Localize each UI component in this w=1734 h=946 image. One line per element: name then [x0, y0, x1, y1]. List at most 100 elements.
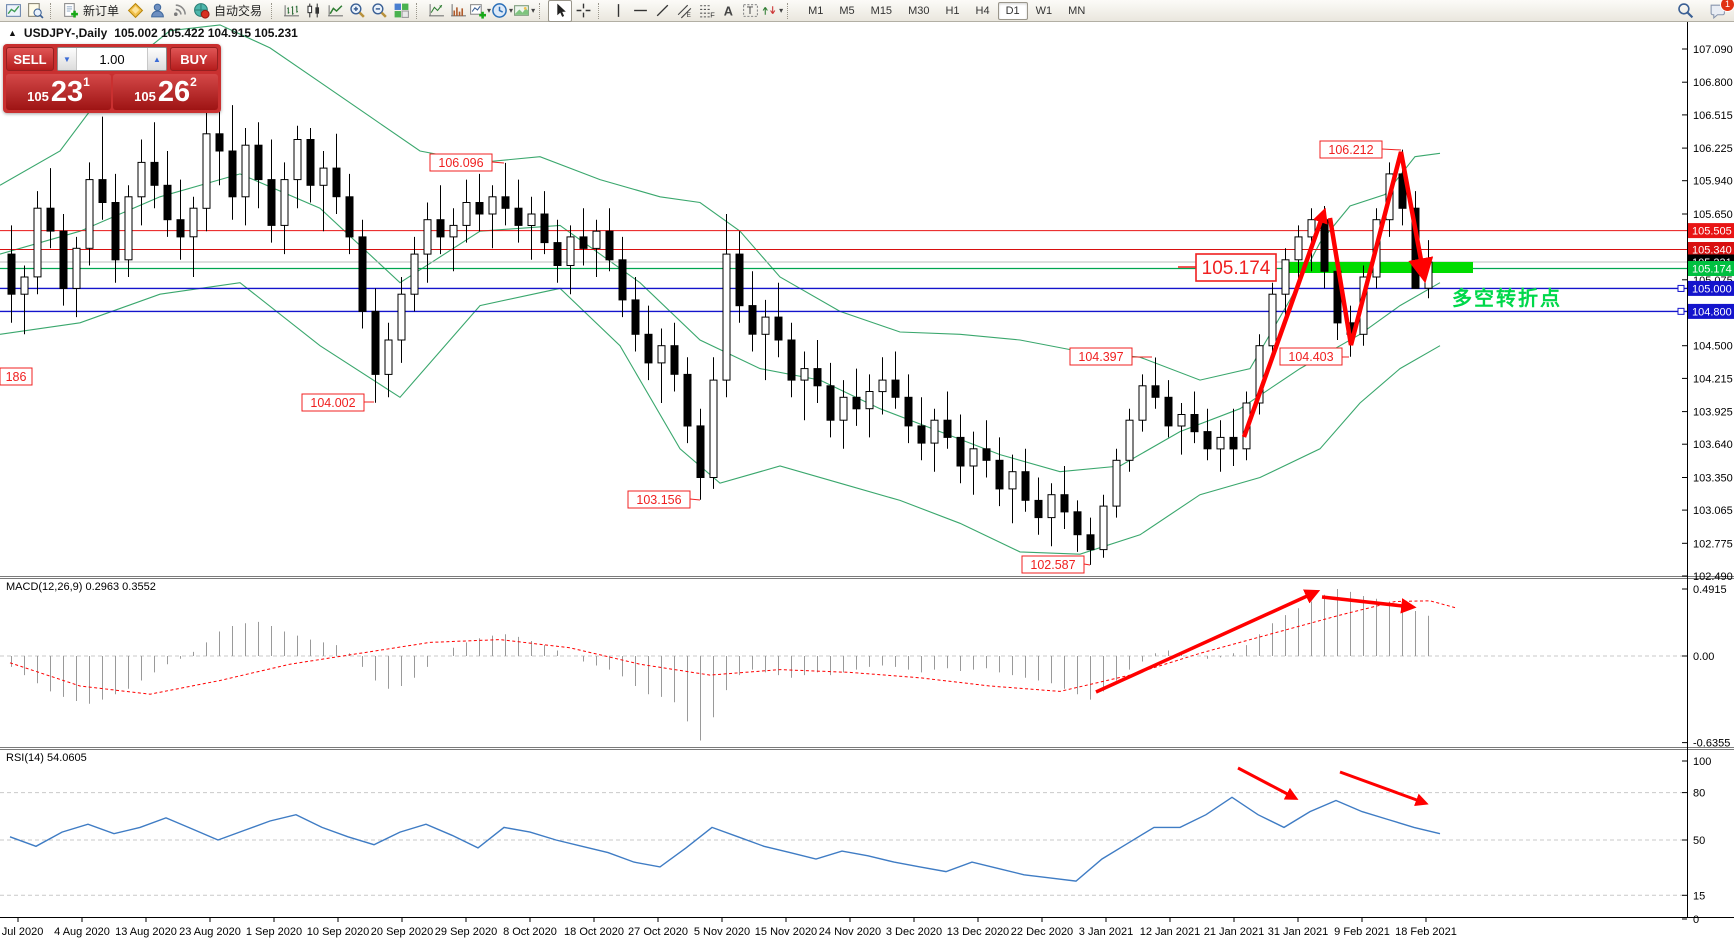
svg-text:80: 80	[1693, 788, 1705, 800]
svg-text:A: A	[723, 3, 732, 18]
new-order-icon[interactable]	[59, 1, 81, 21]
svg-text:E: E	[686, 12, 690, 19]
svg-text:100: 100	[1693, 756, 1711, 768]
text-icon[interactable]: A	[717, 1, 739, 21]
svg-text:15: 15	[1693, 890, 1705, 902]
timeframe-W1[interactable]: W1	[1035, 4, 1053, 17]
timeframe-MN[interactable]: MN	[1068, 4, 1086, 17]
indicators-icon[interactable]	[425, 1, 447, 21]
candlestick-type-icon[interactable]	[302, 1, 324, 21]
volume-input[interactable]	[77, 48, 147, 70]
indicator-window-icon[interactable]	[447, 1, 469, 21]
chart-window-icon[interactable]	[2, 1, 24, 21]
svg-text:104.002: 104.002	[310, 396, 355, 410]
svg-text:104.500: 104.500	[1693, 341, 1733, 353]
timeframe-M30[interactable]: M30	[908, 4, 930, 17]
bollinger-lower	[0, 282, 1441, 555]
volume-increase-button[interactable]: ▲	[147, 48, 166, 70]
timeframe-M1[interactable]: M1	[808, 4, 824, 17]
ask-quote[interactable]: 105 26 2	[113, 74, 218, 110]
search-icon[interactable]	[1674, 1, 1696, 21]
chart-title: ▲ USDJPY-,Daily 105.002 105.422 104.915 …	[8, 26, 298, 40]
equidistant-channel-icon[interactable]: E	[673, 1, 695, 21]
svg-text:4 Aug 2020: 4 Aug 2020	[54, 926, 110, 938]
svg-text:50: 50	[1693, 835, 1705, 847]
rsi-label: RSI(14) 54.0605	[6, 752, 87, 764]
arrows-icon[interactable]: ▾	[761, 1, 783, 21]
timeframe-M5[interactable]: M5	[839, 4, 855, 17]
svg-text:15 Nov 2020: 15 Nov 2020	[755, 926, 817, 938]
svg-text:0.00: 0.00	[1693, 651, 1714, 663]
fibonacci-icon[interactable]: F	[695, 1, 717, 21]
crosshair-icon[interactable]	[572, 1, 594, 21]
zoom-out-icon[interactable]	[368, 1, 390, 21]
timeframe-H1[interactable]: H1	[945, 4, 960, 17]
data-window-icon[interactable]	[24, 1, 46, 21]
timeframe-D1[interactable]: D1	[997, 1, 1028, 20]
toolbar-separator	[271, 2, 276, 19]
buy-button[interactable]: BUY	[170, 47, 218, 71]
svg-text:103.065: 103.065	[1693, 505, 1733, 517]
signals-icon[interactable]	[168, 1, 190, 21]
toolbar-separator	[50, 2, 55, 19]
volume-decrease-button[interactable]: ▼	[58, 48, 77, 70]
svg-text:24 Nov 2020: 24 Nov 2020	[819, 926, 881, 938]
periods-icon[interactable]: ▾	[491, 1, 513, 21]
svg-text:13 Aug 2020: 13 Aug 2020	[115, 926, 177, 938]
timeframe-H4[interactable]: H4	[975, 4, 990, 17]
bid-quote[interactable]: 105 23 1	[6, 74, 111, 110]
sell-button[interactable]: SELL	[6, 47, 54, 71]
auto-trading-icon[interactable]	[190, 1, 212, 21]
timeframe-M15[interactable]: M15	[870, 4, 893, 17]
svg-text:9 Feb 2021: 9 Feb 2021	[1334, 926, 1390, 938]
svg-text:106.212: 106.212	[1328, 143, 1373, 157]
templates-icon[interactable]: ▾	[513, 1, 535, 21]
collapse-icon[interactable]: ▲	[8, 28, 17, 38]
bar-chart-type-icon[interactable]	[280, 1, 302, 21]
timeframe-bar: M1 M5 M15 M30 H1 H4 D1 W1 MN	[800, 1, 1093, 20]
line-chart-type-icon[interactable]	[324, 1, 346, 21]
accounts-icon[interactable]	[146, 1, 168, 21]
one-click-trading-panel: SELL ▼ ▲ BUY 105 23 1 105 26 2	[3, 44, 221, 113]
mql-wizard-icon[interactable]	[124, 1, 146, 21]
notifications-icon[interactable]: 1	[1706, 0, 1734, 21]
add-indicator-icon[interactable]: ▾	[469, 1, 491, 21]
macd-trend-arrows[interactable]	[1095, 589, 1417, 694]
svg-text:0.4915: 0.4915	[1693, 584, 1727, 596]
svg-text:104.397: 104.397	[1078, 350, 1123, 364]
price-axis[interactable]: 107.090 106.800 106.515 106.225 105.940 105.6…	[1682, 44, 1734, 583]
price-trend-arrows[interactable]	[1241, 151, 1434, 438]
notification-count: 1	[1720, 0, 1734, 12]
svg-text:105.000: 105.000	[1692, 283, 1732, 295]
svg-text:104.800: 104.800	[1692, 306, 1732, 318]
horizontal-line-icon[interactable]	[629, 1, 651, 21]
vertical-line-icon[interactable]	[607, 1, 629, 21]
turning-point-annotation[interactable]: 多空转折点	[1452, 286, 1562, 310]
svg-text:102.490: 102.490	[1693, 571, 1733, 583]
indicator-axes[interactable]: 0.4915 0.00 -0.6355 100 80 50 15 0	[1682, 584, 1730, 926]
volume-stepper: ▼ ▲	[57, 47, 167, 71]
ask-handle: 105	[134, 89, 156, 104]
zoom-in-icon[interactable]	[346, 1, 368, 21]
toolbar-separator	[539, 2, 544, 19]
trendline-icon[interactable]	[651, 1, 673, 21]
bid-handle: 105	[27, 89, 49, 104]
text-label-icon[interactable]: T	[739, 1, 761, 21]
cursor-icon[interactable]	[548, 0, 573, 22]
new-order-label[interactable]: 新订单	[83, 4, 120, 18]
key-level-label	[1195, 253, 1277, 282]
rsi-trend-arrows[interactable]	[1237, 766, 1429, 807]
svg-text:186: 186	[6, 370, 27, 384]
panel-borders	[0, 576, 1734, 750]
svg-text:106.515: 106.515	[1693, 110, 1733, 122]
svg-text:10 Sep 2020: 10 Sep 2020	[307, 926, 369, 938]
svg-text:1 Sep 2020: 1 Sep 2020	[246, 926, 302, 938]
price-labels[interactable]: 186 104.002 106.096 103.156 102.587 104.397 10…	[0, 140, 1402, 574]
bid-big-digits: 23	[50, 76, 84, 108]
tile-windows-icon[interactable]	[390, 1, 412, 21]
svg-text:-0.6355: -0.6355	[1693, 738, 1730, 750]
auto-trading-label[interactable]: 自动交易	[214, 4, 263, 18]
